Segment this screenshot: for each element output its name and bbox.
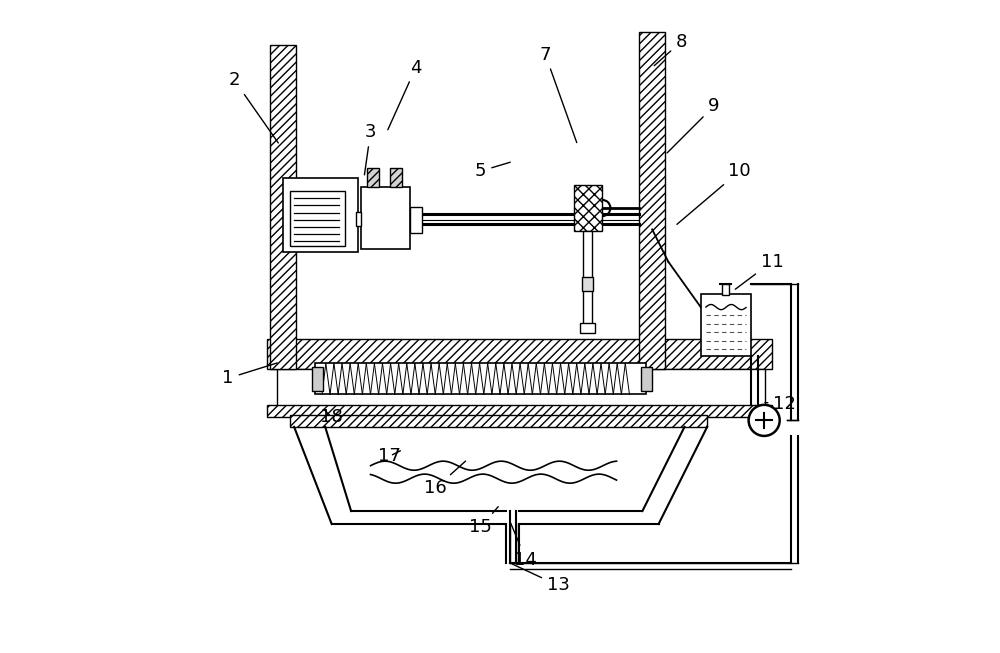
Text: 15: 15 xyxy=(469,507,498,536)
Bar xyxy=(639,32,665,368)
Bar xyxy=(312,367,323,391)
Text: 2: 2 xyxy=(229,71,278,143)
Bar xyxy=(410,207,422,232)
Bar xyxy=(267,406,772,417)
Text: 9: 9 xyxy=(667,97,719,153)
Text: 14: 14 xyxy=(511,523,537,569)
Bar xyxy=(390,168,402,187)
Text: 1: 1 xyxy=(222,363,277,387)
Bar xyxy=(283,178,358,252)
Text: 7: 7 xyxy=(540,46,577,142)
Bar xyxy=(367,168,379,187)
Bar xyxy=(290,415,707,427)
Bar xyxy=(277,368,765,407)
Text: 16: 16 xyxy=(424,461,466,498)
Text: 4: 4 xyxy=(388,59,422,130)
Bar xyxy=(701,294,751,356)
Text: 5: 5 xyxy=(475,162,510,180)
Text: 3: 3 xyxy=(364,123,376,175)
Bar xyxy=(356,212,361,226)
Text: 8: 8 xyxy=(654,33,687,66)
Circle shape xyxy=(749,405,780,436)
Text: 18: 18 xyxy=(320,408,343,426)
Bar xyxy=(267,340,772,368)
Text: 13: 13 xyxy=(512,564,570,594)
Bar xyxy=(722,285,729,295)
Bar xyxy=(290,191,345,246)
Text: 10: 10 xyxy=(677,162,751,225)
Bar xyxy=(270,45,296,368)
Bar xyxy=(582,277,593,291)
Text: 12: 12 xyxy=(765,395,796,413)
Bar xyxy=(583,231,592,326)
Bar xyxy=(361,187,410,249)
Text: 11: 11 xyxy=(735,253,783,289)
Bar xyxy=(315,364,646,394)
Bar xyxy=(580,323,595,333)
Text: 17: 17 xyxy=(378,447,401,465)
Bar xyxy=(574,185,602,231)
Bar xyxy=(641,367,652,391)
